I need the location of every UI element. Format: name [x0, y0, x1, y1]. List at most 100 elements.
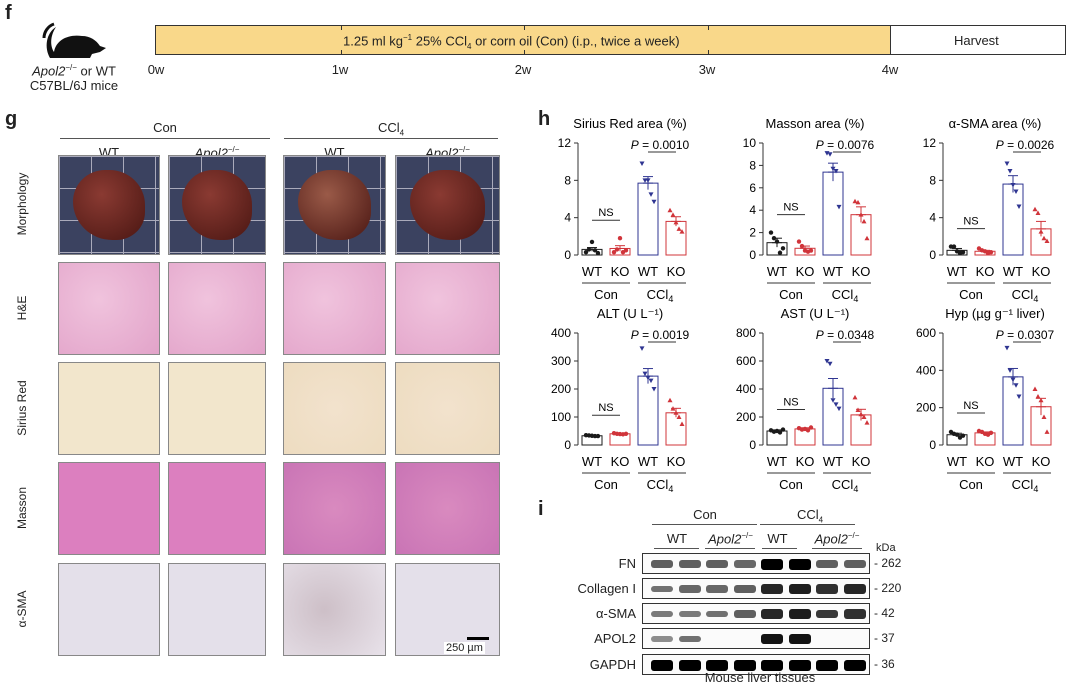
ns-label: NS [963, 216, 978, 228]
data-point [592, 248, 598, 253]
blot-band [651, 636, 673, 642]
blot-band [651, 610, 673, 618]
blot-band [706, 560, 728, 568]
data-point [836, 204, 842, 210]
x-tick-label: KO [1032, 264, 1051, 279]
data-point [858, 212, 864, 217]
week-label: 2w [514, 62, 532, 77]
blot-band [843, 609, 866, 619]
data-point [830, 166, 836, 172]
y-tick-label: 4 [749, 203, 756, 217]
data-point [1016, 394, 1022, 399]
data-point [836, 406, 842, 412]
data-point [623, 248, 629, 253]
group-label: CCl4 [1012, 477, 1039, 494]
data-point [855, 199, 861, 205]
liver-photo [168, 155, 266, 255]
histology-image [168, 362, 266, 455]
group-label: Con [594, 477, 618, 492]
kda-value: - 262 [874, 556, 902, 570]
data-point [651, 387, 657, 392]
blot-strip [642, 603, 870, 624]
blot-band [788, 633, 811, 645]
x-tick-label: KO [796, 454, 815, 469]
data-point [614, 247, 620, 252]
data-point [808, 248, 814, 253]
y-tick-label: 0 [564, 248, 571, 262]
harvest-label: Harvest [954, 33, 999, 48]
x-tick-label: KO [611, 264, 630, 279]
y-tick-label: 600 [736, 354, 756, 368]
bar [665, 220, 687, 256]
group-label: CCl4 [647, 477, 674, 494]
data-point [645, 375, 651, 381]
x-tick-label: WT [1003, 454, 1023, 469]
blot-band [733, 585, 756, 593]
data-point [670, 212, 676, 217]
x-tick-label: WT [767, 264, 787, 279]
panel-label-i: i [538, 498, 544, 520]
bar-chart: ALT (U L⁻¹) 0 100 200 300 400 NS P = 0.0019 WT KO… [551, 306, 690, 494]
x-tick-label: WT [638, 264, 658, 279]
blot-band [761, 633, 783, 645]
blot-band [678, 659, 701, 671]
data-point [583, 250, 589, 255]
x-tick-label: KO [611, 454, 630, 469]
data-point [824, 359, 830, 364]
y-tick-label: 200 [551, 382, 571, 396]
timeline-bar: 1.25 ml kg−1 25% CCl4 or corn oil (Con) … [155, 25, 1066, 55]
data-point [611, 250, 617, 255]
data-point [676, 414, 682, 419]
y-tick-label: 2 [749, 226, 756, 240]
data-point [623, 431, 629, 436]
x-tick-label: KO [1032, 454, 1051, 469]
blot-band [651, 659, 673, 671]
data-point [960, 433, 966, 438]
x-tick-label: KO [796, 264, 815, 279]
treatment-text: 1.25 ml kg−1 25% CCl4 or corn oil (Con) … [343, 33, 680, 51]
panel-label-h: h [538, 108, 551, 130]
data-point [673, 219, 679, 225]
week-label: 1w [331, 62, 349, 77]
data-point [639, 346, 645, 351]
data-point [771, 236, 777, 241]
data-point [1016, 204, 1022, 209]
data-point [673, 410, 679, 415]
bar-chart: AST (U L⁻¹) 0 200 400 600 800 NS P = 0.0348 WT KO… [736, 306, 875, 494]
data-point [951, 244, 957, 249]
bar [822, 171, 844, 256]
data-point [1004, 345, 1010, 351]
histology-image [58, 462, 160, 555]
x-tick-label: KO [667, 264, 686, 279]
histology-image [395, 262, 500, 355]
data-point [639, 161, 645, 167]
liver [410, 169, 485, 241]
ns-label: NS [598, 402, 613, 414]
y-tick-label: 8 [749, 158, 756, 172]
y-tick-label: 400 [551, 326, 571, 340]
data-point [1041, 414, 1047, 419]
blot-band [678, 585, 701, 593]
row-label: α-SMA [15, 590, 29, 627]
group-label: Con [959, 287, 983, 302]
x-tick-label: WT [582, 264, 602, 279]
histology-image [283, 462, 386, 555]
group-label: CCl4 [1012, 287, 1039, 304]
blot-band [678, 610, 701, 618]
y-tick-label: 200 [916, 401, 936, 415]
p-value-label: P = 0.0010 [631, 138, 690, 152]
group-header-ccl4: CCl4 [377, 120, 405, 138]
y-tick-label: 400 [736, 382, 756, 396]
blot-band [733, 659, 756, 671]
bar [1002, 376, 1024, 446]
data-point [852, 198, 858, 204]
histology-image [283, 262, 386, 355]
data-point [833, 402, 839, 407]
data-point [679, 421, 685, 426]
kda-label: kDa [876, 542, 896, 554]
kda-value: - 220 [874, 581, 902, 595]
chart-title: Hyp (µg g⁻¹ liver) [945, 306, 1045, 321]
scale-bar [467, 637, 489, 640]
y-tick-label: 0 [749, 248, 756, 262]
x-tick-label: KO [667, 454, 686, 469]
